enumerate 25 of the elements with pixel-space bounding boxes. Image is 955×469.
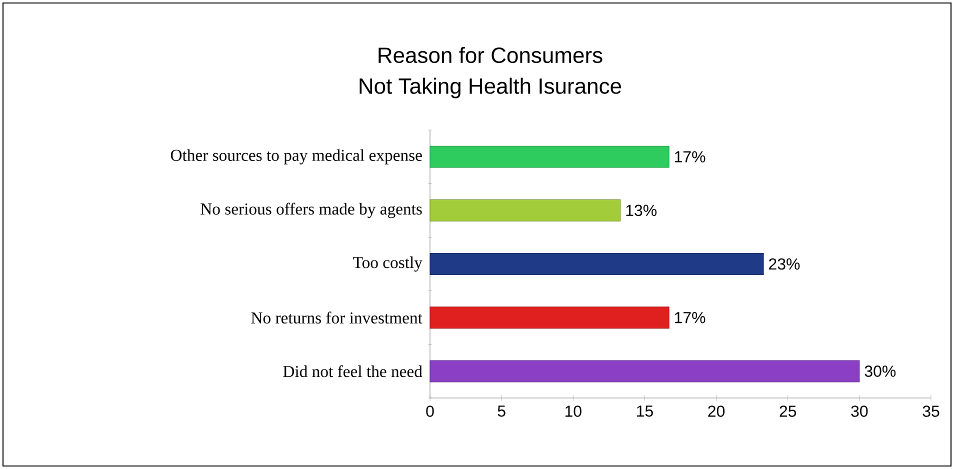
x-tick-label: 35	[922, 406, 940, 417]
data-label: 17%	[674, 312, 706, 324]
x-tick-label: 20	[708, 406, 725, 417]
x-tick-label: 10	[565, 406, 582, 417]
bar	[430, 306, 670, 329]
bar	[430, 199, 621, 222]
data-label: 23%	[769, 258, 800, 270]
x-tick-label: 0	[426, 406, 434, 417]
bar	[430, 253, 764, 275]
y-tick-label: Too costly	[353, 256, 422, 272]
x-tick-label: 30	[851, 406, 868, 417]
chart-title: Reason for Consumers	[378, 46, 602, 64]
data-label: 30%	[864, 366, 896, 377]
bar	[430, 360, 860, 382]
x-tick-label: 25	[780, 406, 796, 417]
bar	[430, 146, 670, 168]
x-tick-label: 15	[637, 406, 653, 417]
x-tick-label: 5	[498, 406, 506, 417]
y-tick-label: No returns for investment	[251, 312, 422, 324]
data-label: 17%	[674, 151, 706, 162]
chart-subtitle: Not Taking Health Isurance	[360, 78, 622, 98]
y-tick-label: No serious offers made by agents	[200, 202, 422, 218]
y-tick-label: Other sources to pay medical expense	[170, 149, 422, 164]
data-label: 13%	[626, 204, 657, 216]
y-tick-label: Did not feel the need	[283, 365, 422, 378]
